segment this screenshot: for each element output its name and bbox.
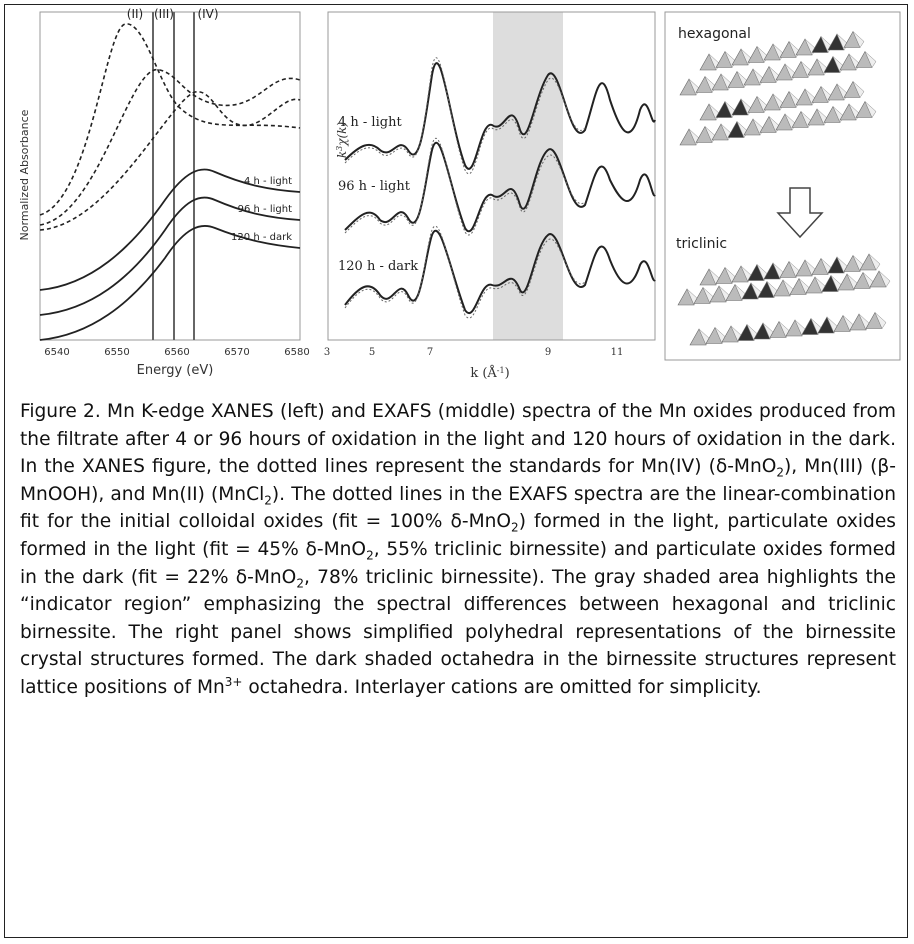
label-run: k <box>335 151 349 158</box>
label-run: k (Å <box>470 365 497 381</box>
polyhedra <box>678 32 890 346</box>
peak-label: (III) <box>154 7 174 21</box>
figure: (II) (III) (IV) 6540 6550 6560 6570 6580 4 h - l… <box>0 0 914 400</box>
y-axis-label: Normalized Absorbance <box>18 109 31 240</box>
superscript: 3+ <box>225 675 243 689</box>
x-tick-label: 11 <box>611 347 624 358</box>
label-run: ) <box>505 366 510 381</box>
x-axis-label: Energy (eV) <box>137 363 214 378</box>
subscript: 2 <box>366 549 374 563</box>
x-tick-label: 6540 <box>44 347 69 358</box>
x-tick-label: 9 <box>545 347 551 358</box>
x-tick-label: 5 <box>369 347 375 358</box>
curve-label: 4 h - light <box>244 176 292 187</box>
subscript: 2 <box>296 576 304 590</box>
peak-label: (IV) <box>197 7 218 21</box>
hexagonal-label: hexagonal <box>678 26 751 42</box>
rich-label: k3χ(k) <box>335 122 350 159</box>
caption-run: Figure 2. Mn K-edge XANES (left) and EXA… <box>20 401 896 477</box>
curve-label: 96 h - light <box>338 179 411 194</box>
peak-label: (II) <box>127 7 143 21</box>
curve-label: 120 h - dark <box>231 232 292 243</box>
caption-run: octahedra. Interlayer cations are omitte… <box>243 677 762 698</box>
superscript: -1 <box>497 366 505 375</box>
caption: Figure 2. Mn K-edge XANES (left) and EXA… <box>20 398 896 702</box>
curve-label: 120 h - dark <box>338 259 418 274</box>
x-tick-label: 6580 <box>284 347 309 358</box>
x-tick-label: 6550 <box>104 347 129 358</box>
xanes-text: (II) (III) (IV) 6540 6550 6560 6570 6580 4 h - l… <box>44 7 309 358</box>
subscript: 2 <box>776 466 784 480</box>
x-tick-label: 6570 <box>224 347 249 358</box>
rich-label: k (Å-1) <box>470 365 509 381</box>
page: (II) (III) (IV) 6540 6550 6560 6570 6580 4 h - l… <box>0 0 914 944</box>
x-tick-label: 3 <box>324 347 330 358</box>
subscript: 2 <box>264 494 272 508</box>
arrow <box>778 188 822 237</box>
standard-curves <box>40 24 300 230</box>
x-tick-label: 6560 <box>164 347 189 358</box>
curve-label: 96 h - light <box>238 204 292 215</box>
x-tick-label: 7 <box>427 347 433 358</box>
indicator-region <box>493 12 563 340</box>
label-run: χ(k) <box>335 122 349 147</box>
triclinic-label: triclinic <box>676 236 727 252</box>
subscript: 2 <box>511 521 519 535</box>
